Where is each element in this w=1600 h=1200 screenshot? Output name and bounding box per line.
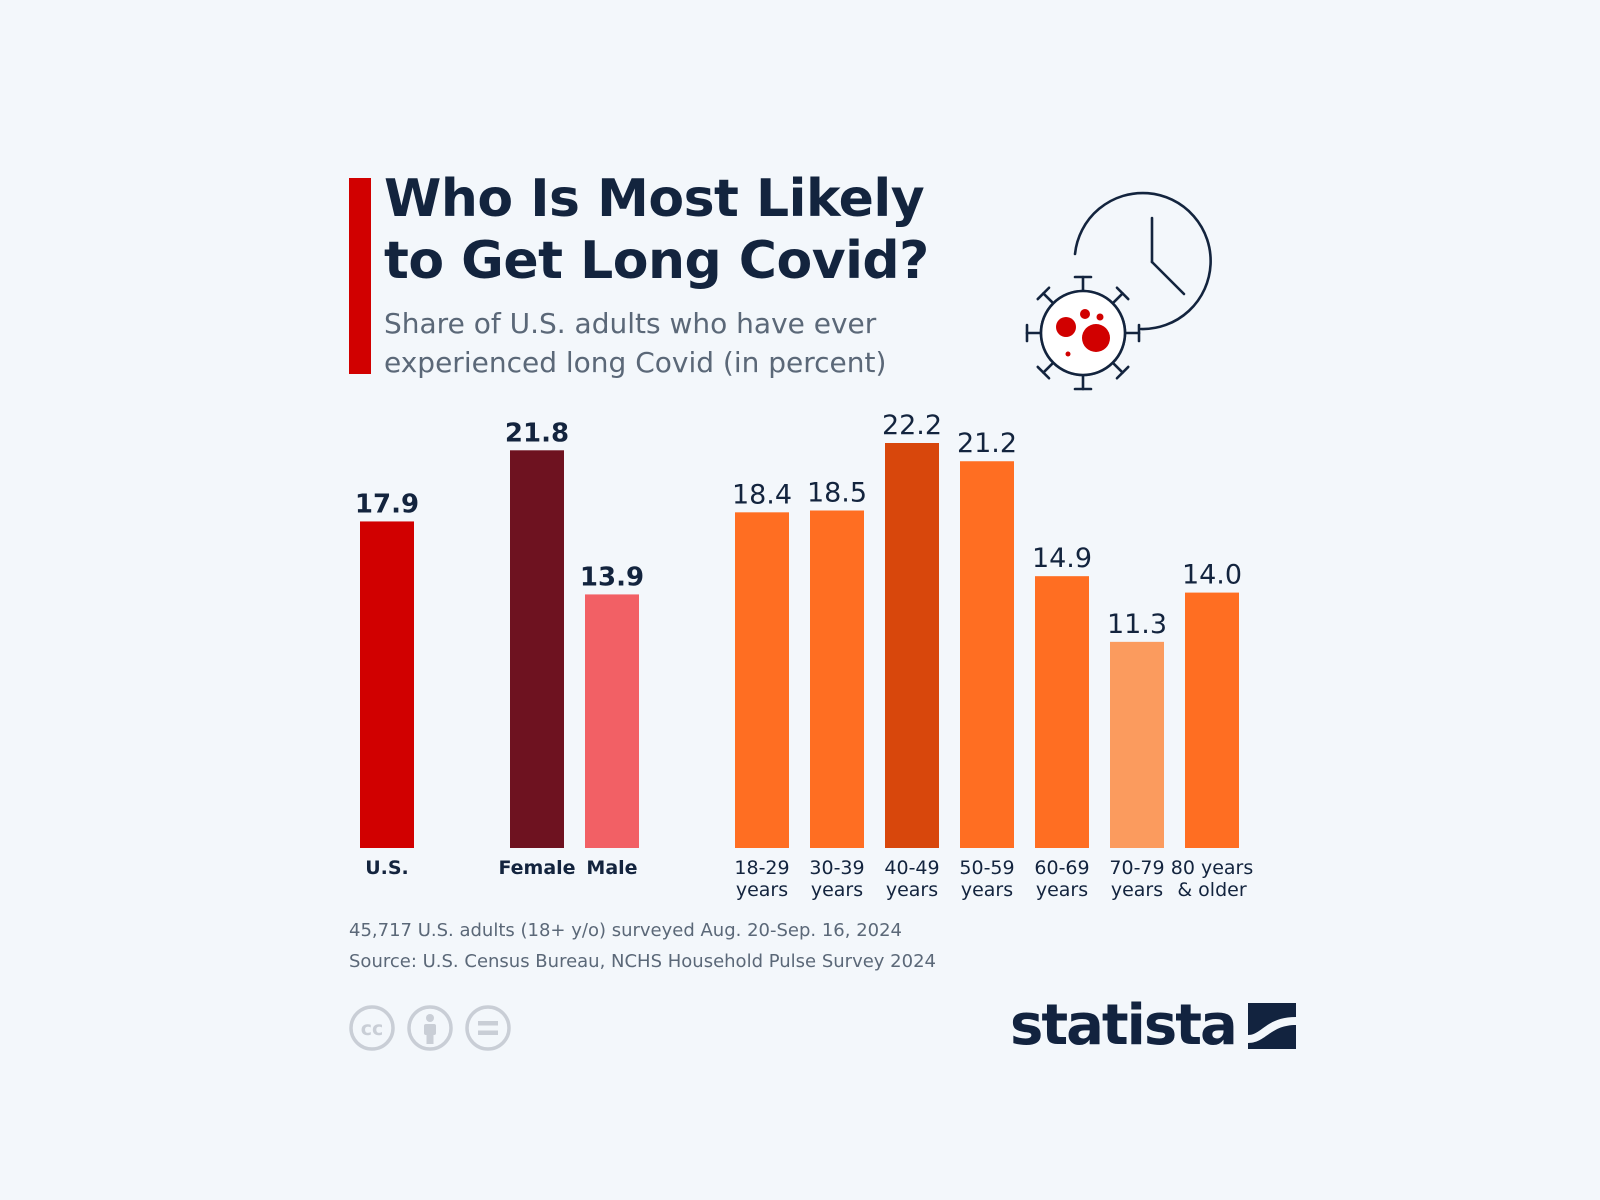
category-label: & older bbox=[1177, 879, 1247, 901]
statista-wordmark: statista bbox=[1010, 993, 1238, 1058]
virus-clock-illustration bbox=[1025, 191, 1212, 391]
data-label: 14.9 bbox=[1032, 543, 1092, 574]
data-label: 18.4 bbox=[732, 479, 792, 510]
source-note: Source: U.S. Census Bureau, NCHS Househo… bbox=[349, 951, 936, 972]
clock-icon bbox=[1073, 191, 1212, 331]
attribution-icon[interactable] bbox=[407, 1005, 453, 1051]
survey-note: 45,717 U.S. adults (18+ y/o) surveyed Au… bbox=[349, 920, 902, 941]
category-label: years bbox=[886, 879, 938, 901]
bar bbox=[510, 450, 564, 848]
category-label: years bbox=[961, 879, 1013, 901]
title-line-2: to Get Long Covid? bbox=[384, 231, 929, 291]
category-label: 70-79 bbox=[1109, 857, 1164, 879]
subtitle-line-2: experienced long Covid (in percent) bbox=[384, 346, 887, 379]
category-label: 40-49 bbox=[884, 857, 939, 879]
coronavirus-icon bbox=[1025, 275, 1141, 391]
category-label: 18-29 bbox=[734, 857, 789, 879]
category-label: Male bbox=[586, 857, 637, 879]
bar bbox=[1035, 576, 1089, 848]
category-label: 60-69 bbox=[1034, 857, 1089, 879]
data-label: 21.2 bbox=[957, 428, 1017, 459]
category-label: 50-59 bbox=[959, 857, 1014, 879]
category-label: U.S. bbox=[365, 857, 409, 879]
category-label: years bbox=[1111, 879, 1163, 901]
bar bbox=[1185, 592, 1239, 848]
category-label: years bbox=[736, 879, 788, 901]
data-label: 21.8 bbox=[505, 418, 569, 448]
bar bbox=[885, 443, 939, 848]
title-line-1: Who Is Most Likely bbox=[384, 169, 925, 229]
subtitle-line-1: Share of U.S. adults who have ever bbox=[384, 307, 877, 340]
title-accent-bar bbox=[349, 178, 371, 374]
data-label: 17.9 bbox=[355, 489, 419, 519]
category-label: 30-39 bbox=[809, 857, 864, 879]
category-label: years bbox=[811, 879, 863, 901]
chart-subtitle: Share of U.S. adults who have ever exper… bbox=[384, 304, 944, 382]
chart-title: Who Is Most Likely to Get Long Covid? bbox=[384, 168, 944, 292]
bar bbox=[1110, 641, 1164, 848]
data-label: 13.9 bbox=[580, 562, 644, 592]
bar bbox=[810, 510, 864, 848]
data-label: 14.0 bbox=[1182, 560, 1242, 591]
category-label: 80 years bbox=[1171, 857, 1254, 879]
license-icons: cc bbox=[349, 1005, 511, 1051]
svg-text:cc: cc bbox=[361, 1018, 384, 1040]
category-label: Female bbox=[498, 857, 575, 879]
bar bbox=[585, 594, 639, 848]
data-label: 18.5 bbox=[807, 478, 867, 509]
cc-icon[interactable]: cc bbox=[349, 1005, 395, 1051]
bar bbox=[960, 461, 1014, 848]
data-label: 11.3 bbox=[1107, 609, 1167, 640]
bar bbox=[360, 521, 414, 848]
no-derivatives-icon[interactable] bbox=[465, 1005, 511, 1051]
data-label: 22.2 bbox=[882, 410, 942, 441]
bar bbox=[735, 512, 789, 848]
category-label: years bbox=[1036, 879, 1088, 901]
statista-logo-icon bbox=[1247, 1003, 1296, 1049]
statista-logo[interactable]: statista bbox=[1010, 996, 1296, 1056]
